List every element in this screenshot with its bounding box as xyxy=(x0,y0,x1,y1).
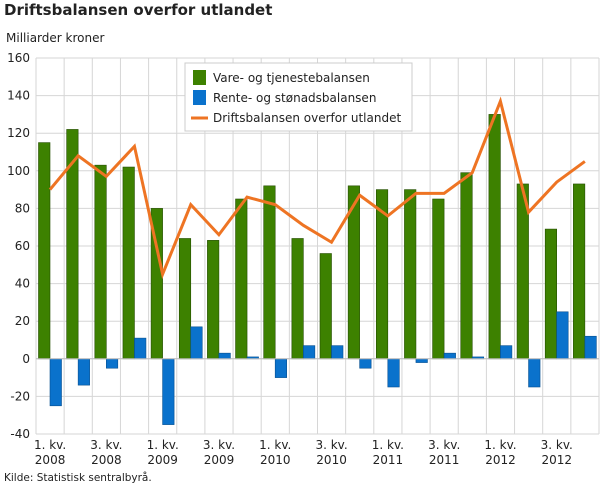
y-tick-label: 20 xyxy=(15,314,30,328)
bar-vare-tjeneste xyxy=(235,198,248,360)
bar-vare-tjeneste xyxy=(319,253,332,360)
y-tick-label: 120 xyxy=(7,126,30,140)
x-tick-label: 1. kv. xyxy=(34,438,66,452)
bar-vare-tjeneste xyxy=(94,164,107,360)
y-tick-label: 60 xyxy=(15,239,30,253)
legend-label: Driftsbalansen overfor utlandet xyxy=(213,111,401,125)
x-tick-label: 1. kv. xyxy=(372,438,404,452)
bar-rente-stonad xyxy=(556,311,569,360)
bar-vare-tjeneste xyxy=(488,114,501,360)
bar-rente-stonad xyxy=(387,358,400,388)
y-tick-label: 160 xyxy=(7,51,30,65)
bar-vare-tjeneste xyxy=(404,189,417,360)
x-tick-year: 2010 xyxy=(316,453,347,467)
bar-rente-stonad xyxy=(415,358,428,363)
x-tick-label: 1. kv. xyxy=(147,438,179,452)
x-tick-year: 2009 xyxy=(204,453,235,467)
x-tick-year: 2008 xyxy=(35,453,66,467)
bar-vare-tjeneste xyxy=(122,166,135,360)
y-tick-label: 0 xyxy=(22,352,30,366)
legend-swatch-icon xyxy=(193,90,206,105)
x-tick-label: 3. kv. xyxy=(90,438,122,452)
bar-rente-stonad xyxy=(106,358,119,369)
bar-vare-tjeneste xyxy=(178,238,192,360)
legend-label: Vare- og tjenestebalansen xyxy=(213,71,370,85)
x-tick-label: 3. kv. xyxy=(541,438,573,452)
bar-vare-tjeneste xyxy=(263,185,276,360)
bar-vare-tjeneste xyxy=(432,198,445,360)
bar-vare-tjeneste xyxy=(544,228,558,360)
bar-rente-stonad xyxy=(162,358,175,425)
bar-rente-stonad xyxy=(500,345,513,360)
bar-rente-stonad xyxy=(359,358,372,369)
x-tick-year: 2009 xyxy=(147,453,178,467)
y-tick-label: -20 xyxy=(10,389,30,403)
x-tick-label: 3. kv. xyxy=(203,438,235,452)
bar-rente-stonad xyxy=(331,345,344,360)
bar-rente-stonad xyxy=(274,358,288,378)
legend-label: Rente- og stønadsbalansen xyxy=(213,91,376,105)
x-tick-label: 1. kv. xyxy=(484,438,516,452)
x-tick-label: 3. kv. xyxy=(315,438,347,452)
bar-rente-stonad xyxy=(443,352,456,360)
legend-swatch-icon xyxy=(193,70,206,85)
bar-rente-stonad xyxy=(49,358,62,407)
y-tick-label: 80 xyxy=(15,201,30,215)
x-tick-label: 3. kv. xyxy=(428,438,460,452)
bar-vare-tjeneste xyxy=(291,238,304,360)
source-note: Kilde: Statistisk sentralbyrå. xyxy=(4,472,152,484)
x-tick-year: 2008 xyxy=(91,453,122,467)
chart-title: Driftsbalansen overfor utlandet xyxy=(4,1,273,19)
y-tick-label: 140 xyxy=(7,89,30,103)
bar-vare-tjeneste xyxy=(207,240,220,360)
bar-vare-tjeneste xyxy=(573,183,586,360)
x-tick-year: 2010 xyxy=(260,453,291,467)
y-tick-label: -40 xyxy=(10,427,30,441)
bar-rente-stonad xyxy=(77,358,90,386)
bar-rente-stonad xyxy=(218,352,231,360)
bar-vare-tjeneste xyxy=(38,142,51,360)
y-axis-label: Milliarder kroner xyxy=(6,31,105,45)
bar-rente-stonad xyxy=(190,326,203,360)
bar-rente-stonad xyxy=(528,358,541,388)
x-tick-year: 2011 xyxy=(373,453,404,467)
x-tick-label: 1. kv. xyxy=(259,438,291,452)
bar-rente-stonad xyxy=(584,335,597,360)
legend: Vare- og tjenestebalansen Rente- og støna… xyxy=(184,62,413,132)
x-tick-year: 2011 xyxy=(429,453,460,467)
legend-box xyxy=(184,62,413,132)
y-tick-label: 100 xyxy=(7,164,30,178)
x-tick-year: 2012 xyxy=(542,453,573,467)
line-driftsbalansen xyxy=(48,96,586,280)
bar-vare-tjeneste xyxy=(460,172,473,360)
x-tick-year: 2012 xyxy=(485,453,516,467)
bar-rente-stonad xyxy=(303,345,316,360)
bar-rente-stonad xyxy=(134,337,147,360)
y-tick-label: 40 xyxy=(15,277,30,291)
